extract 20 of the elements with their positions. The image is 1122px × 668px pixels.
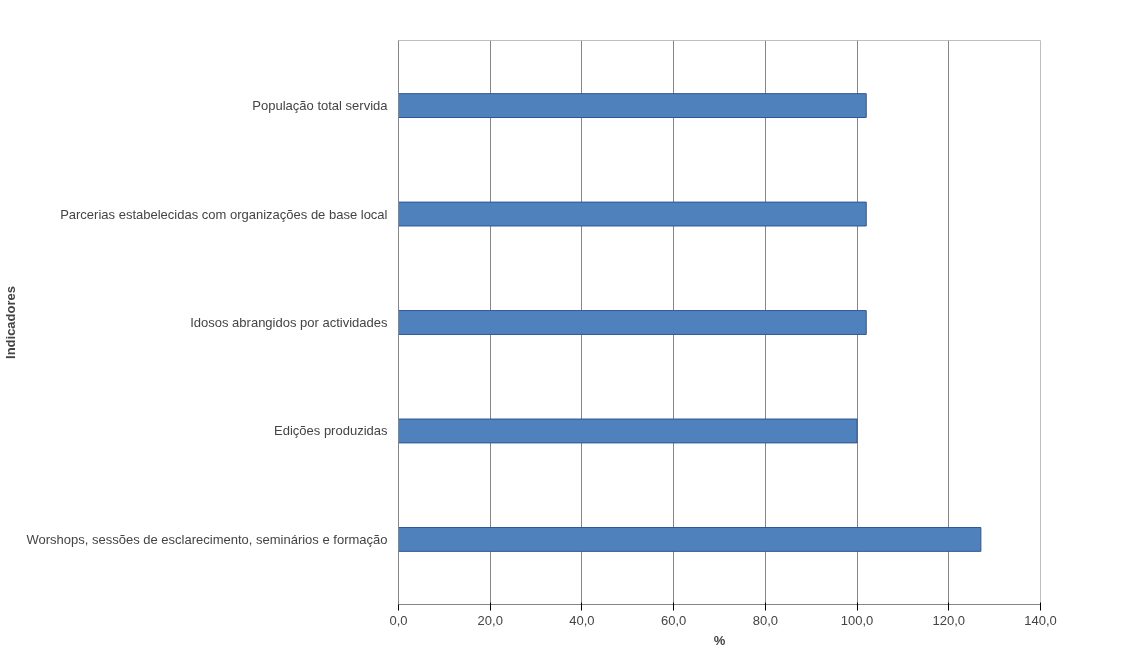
bar — [398, 310, 867, 335]
bar — [398, 201, 867, 227]
x-tick-label: 40,0 — [569, 612, 595, 628]
x-tick-label: 120,0 — [932, 612, 966, 628]
x-tick-label: 100,0 — [840, 612, 874, 628]
bar — [398, 93, 867, 119]
x-tick-label: 80,0 — [752, 612, 779, 628]
x-tick-label: 20,0 — [477, 612, 503, 628]
y-tick-label: Parcerias estabelecidas com organizações de base local — [60, 206, 388, 222]
x-axis-title: % — [713, 632, 726, 648]
y-tick-label: População total servida — [252, 98, 389, 114]
x-tick-label: 140,0 — [1024, 612, 1057, 628]
y-axis-title: Indicadores — [3, 286, 19, 359]
bar — [398, 418, 858, 444]
x-tick-label: 0,0 — [389, 612, 408, 628]
y-tick-label: Edições produzidas — [274, 423, 388, 439]
y-tick-label: Idosos abrangidos por actividades — [190, 315, 388, 330]
x-tick-label: 60,0 — [660, 612, 687, 628]
bar — [398, 526, 982, 552]
y-tick-label: Worshops, sessões de esclarecimento, seminários e formação — [26, 531, 388, 547]
